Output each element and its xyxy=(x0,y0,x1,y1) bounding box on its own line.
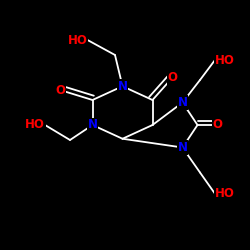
Text: HO: HO xyxy=(215,54,235,66)
Text: O: O xyxy=(55,84,65,96)
Text: N: N xyxy=(178,141,188,154)
Text: HO: HO xyxy=(68,34,87,46)
Text: O: O xyxy=(212,118,222,132)
Text: O: O xyxy=(168,71,177,84)
Text: HO: HO xyxy=(25,118,45,132)
Text: HO: HO xyxy=(215,187,235,200)
Text: N: N xyxy=(88,118,98,132)
Text: N: N xyxy=(118,80,128,93)
Text: N: N xyxy=(178,96,188,109)
